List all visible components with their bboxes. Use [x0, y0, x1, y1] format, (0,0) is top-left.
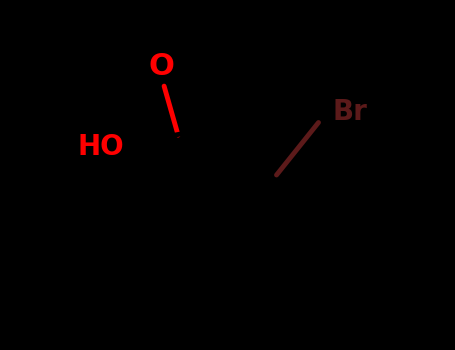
Text: O: O — [148, 52, 174, 81]
Text: HO: HO — [77, 133, 124, 161]
Text: Br: Br — [333, 98, 367, 126]
